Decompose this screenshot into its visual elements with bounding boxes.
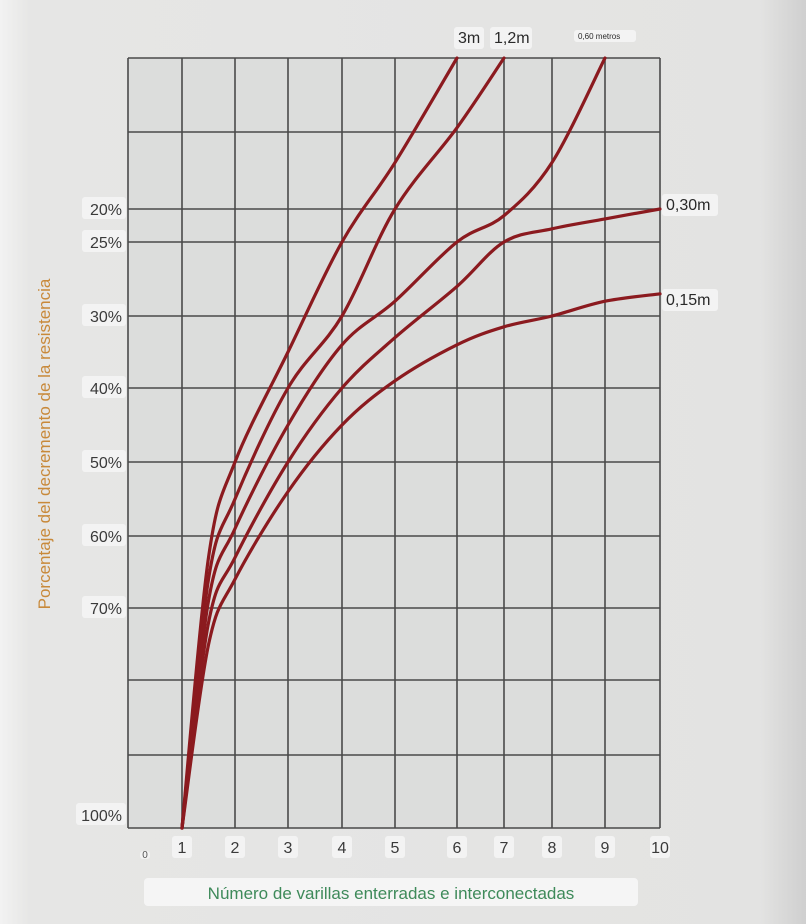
x-origin-label: 0 — [142, 850, 148, 861]
curve-label: 0,60 metros — [578, 32, 620, 41]
y-tick-labels: 20% 25% 30% 40% 50% 60% 70% 100% — [76, 197, 126, 825]
x-tick-label: 4 — [338, 840, 347, 857]
x-tick-box — [332, 836, 352, 858]
curve-label: 1,2m — [494, 30, 530, 47]
y-tick-label: 40% — [90, 381, 122, 398]
y-tick-label: 70% — [90, 601, 122, 618]
y-tick-box — [82, 376, 126, 398]
y-tick-box — [82, 450, 126, 472]
y-tick-label: 20% — [90, 202, 122, 219]
curves — [180, 56, 662, 830]
series-line — [180, 292, 662, 830]
y-tick-box — [82, 524, 126, 546]
x-tick-labels: 1 2 3 4 5 6 7 8 9 10 — [172, 836, 670, 858]
x-origin-box — [140, 851, 150, 859]
curve-label-box — [662, 289, 718, 311]
series-line — [180, 56, 607, 830]
x-axis-label: Número de varillas enterradas e intercon… — [208, 884, 575, 903]
x-tick-label: 9 — [601, 840, 610, 857]
x-tick-box — [650, 836, 670, 858]
x-tick-box — [385, 836, 405, 858]
x-tick-box — [595, 836, 615, 858]
plot-area — [128, 58, 660, 828]
y-tick-box — [76, 803, 126, 825]
x-tick-label: 10 — [651, 840, 669, 857]
y-tick-box — [82, 304, 126, 326]
y-axis-label: Porcentaje del decremento de la resisten… — [35, 278, 54, 609]
x-tick-box — [542, 836, 562, 858]
curve-label-box — [662, 194, 718, 216]
x-tick-box — [494, 836, 514, 858]
x-axis-label-box — [144, 878, 638, 906]
x-tick-label: 8 — [548, 840, 557, 857]
curve-label-box — [454, 27, 484, 49]
curve-label-box — [574, 30, 636, 42]
x-tick-label: 2 — [231, 840, 240, 857]
curve-label: 0,30m — [666, 197, 710, 214]
series-line — [180, 56, 459, 830]
x-tick-label: 5 — [391, 840, 400, 857]
grid — [127, 57, 661, 829]
curve-labels: 3m 1,2m 0,60 metros 0,30m 0,15m — [454, 27, 718, 311]
y-tick-box — [82, 197, 126, 219]
x-tick-label: 7 — [500, 840, 509, 857]
x-tick-label: 6 — [453, 840, 462, 857]
x-tick-box — [447, 836, 467, 858]
y-tick-box — [82, 230, 126, 252]
y-tick-label: 50% — [90, 455, 122, 472]
x-tick-box — [172, 836, 192, 858]
series-line — [180, 207, 662, 830]
y-tick-label: 60% — [90, 529, 122, 546]
y-tick-label: 30% — [90, 309, 122, 326]
x-tick-box — [278, 836, 298, 858]
x-tick-label: 1 — [178, 840, 187, 857]
curve-label-box — [490, 27, 532, 49]
y-tick-box — [82, 596, 126, 618]
curve-label: 0,15m — [666, 292, 710, 309]
y-tick-label: 25% — [90, 235, 122, 252]
series-line — [180, 56, 506, 830]
x-tick-label: 3 — [284, 840, 293, 857]
y-tick-label: 100% — [81, 808, 122, 825]
curve-label: 3m — [458, 30, 480, 47]
x-tick-box — [225, 836, 245, 858]
